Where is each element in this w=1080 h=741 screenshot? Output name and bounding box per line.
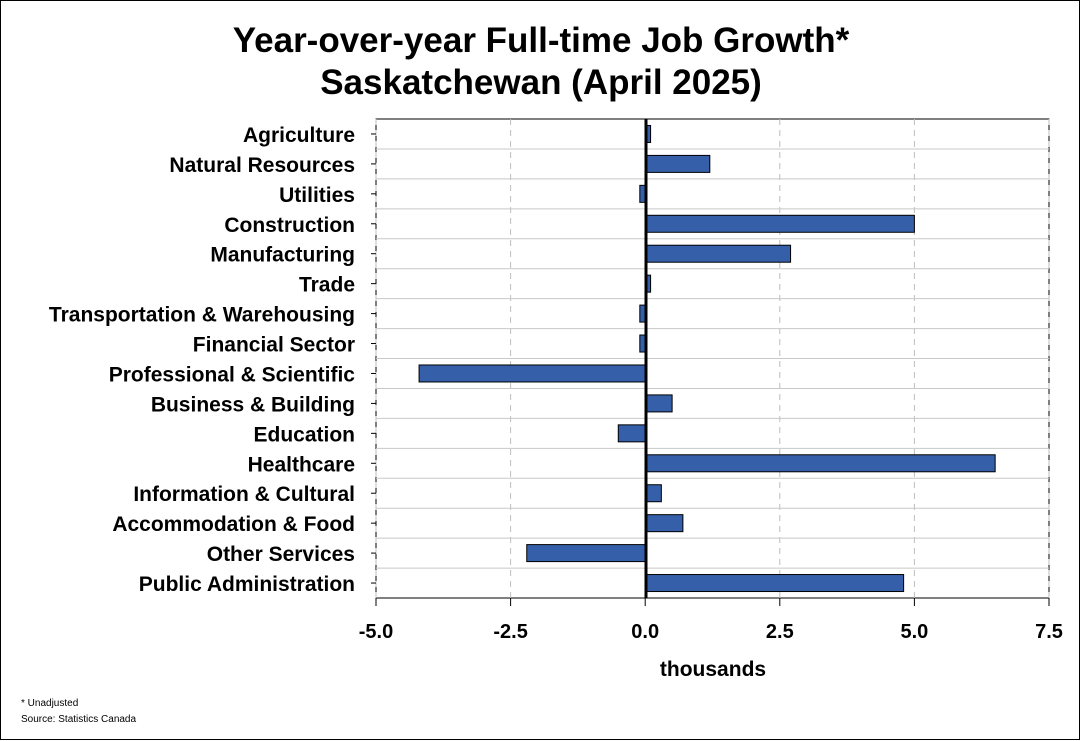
bar	[639, 184, 646, 203]
bar	[639, 304, 646, 323]
category-label: Public Administration	[139, 573, 355, 596]
bar	[644, 244, 792, 263]
category-label: Utilities	[279, 184, 355, 207]
chart-title-line-1: Year-over-year Full-time Job Growth*	[233, 21, 850, 60]
bar	[644, 484, 662, 503]
bar	[644, 514, 684, 533]
x-tick-label: 0.0	[631, 621, 659, 643]
category-label-layer: Agriculture Natural Resources Utilities Con…	[49, 124, 376, 596]
x-tick-label: -2.5	[493, 621, 527, 643]
bar	[644, 574, 905, 593]
bar	[644, 454, 996, 473]
category-label: Information & Cultural	[133, 483, 355, 506]
x-tick-layer: -5.0 -2.5 0.0 2.5 5.0 7.5	[359, 598, 1063, 643]
category-separator-layer	[376, 148, 1049, 569]
category-label: Business & Building	[151, 393, 355, 416]
category-label: Accommodation & Food	[112, 513, 355, 536]
footnote-unadjusted: * Unadjusted	[21, 698, 78, 709]
bar	[418, 364, 646, 383]
category-label: Construction	[224, 214, 355, 237]
bar	[644, 154, 711, 173]
x-tick-label: -5.0	[359, 621, 393, 643]
category-label: Financial Sector	[193, 334, 355, 357]
bar-layer	[418, 124, 996, 593]
bar	[526, 544, 646, 563]
bar	[639, 334, 646, 353]
bar	[644, 394, 673, 413]
footnote-source: Source: Statistics Canada	[21, 714, 136, 725]
x-tick-label: 2.5	[766, 621, 794, 643]
category-label: Professional & Scientific	[109, 363, 356, 386]
x-tick-label: 5.0	[900, 621, 928, 643]
category-label: Healthcare	[248, 453, 355, 476]
category-label: Other Services	[207, 543, 355, 566]
category-label: Agriculture	[243, 124, 355, 147]
category-label: Manufacturing	[210, 244, 355, 267]
category-label: Trade	[299, 274, 355, 297]
category-label: Natural Resources	[169, 154, 355, 177]
category-label: Education	[253, 423, 355, 446]
x-axis-title: thousands	[660, 658, 766, 681]
grid-layer	[375, 119, 1050, 598]
category-label: Transportation & Warehousing	[49, 304, 355, 327]
x-tick-label: 7.5	[1035, 621, 1063, 643]
bar	[617, 424, 646, 443]
bar	[644, 214, 915, 233]
chart-title-line-2: Saskatchewan (April 2025)	[320, 63, 762, 102]
